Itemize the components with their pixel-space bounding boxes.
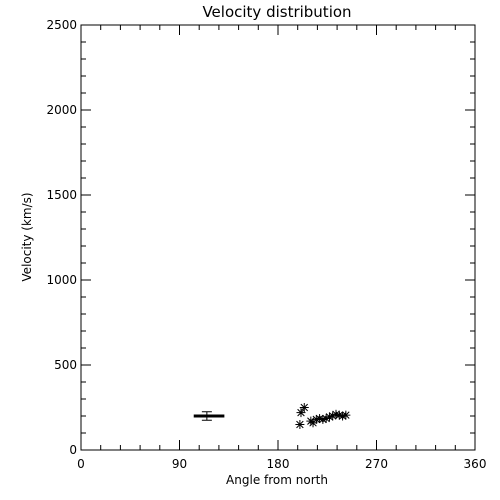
- y-tick-label: 0: [69, 443, 77, 457]
- x-axis-label: Angle from north: [226, 473, 328, 487]
- plot-frame: [80, 24, 476, 451]
- data-points: [295, 403, 351, 429]
- data-point: [341, 410, 351, 420]
- x-tick-label: 180: [267, 457, 290, 471]
- y-tick-label: 2500: [46, 18, 77, 32]
- x-tick-label: 270: [365, 457, 388, 471]
- chart-title: Velocity distribution: [202, 3, 351, 21]
- x-tick-label: 90: [172, 457, 187, 471]
- summary-error-bar: [193, 411, 225, 421]
- y-tick-label: 2000: [46, 103, 77, 117]
- data-point: [295, 420, 305, 429]
- y-axis-label: Velocity (km/s): [20, 192, 34, 281]
- data-point: [299, 403, 309, 412]
- y-tick-label: 500: [54, 358, 77, 372]
- x-tick-label: 360: [464, 457, 487, 471]
- y-tick-label: 1000: [46, 273, 77, 287]
- x-tick-label: 0: [77, 457, 85, 471]
- data-point: [296, 408, 306, 418]
- y-axis-ticks: 0 500 1000 1500 2000 2500: [46, 18, 475, 457]
- x-axis-ticks: 0 90 180 270 360: [77, 25, 486, 471]
- y-tick-label: 1500: [46, 188, 77, 202]
